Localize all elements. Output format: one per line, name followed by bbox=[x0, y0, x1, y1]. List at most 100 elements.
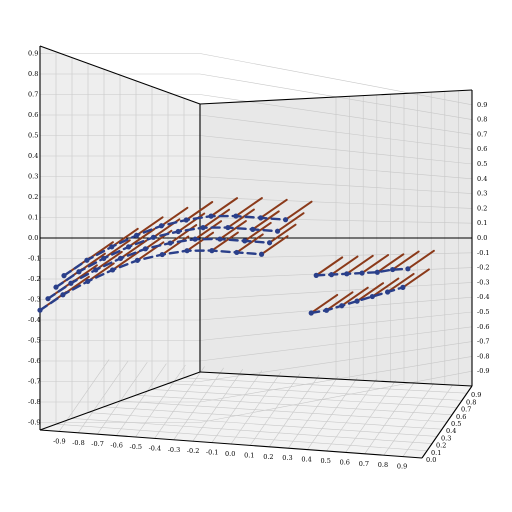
z-tick-label-right: -0.5 bbox=[477, 308, 490, 316]
curve-point bbox=[158, 223, 165, 229]
curve-point bbox=[400, 284, 406, 290]
quiver-arrow bbox=[210, 197, 239, 218]
quiver-arrow bbox=[276, 212, 305, 233]
curve-point bbox=[354, 298, 360, 304]
quiver-arrow bbox=[160, 206, 189, 227]
curve-point bbox=[323, 307, 330, 313]
quiver-arrow bbox=[371, 277, 400, 298]
x-tick-label: -0.9 bbox=[53, 437, 66, 445]
quiver-arrow bbox=[161, 235, 190, 256]
quiver-arrow bbox=[111, 250, 140, 271]
x-tick-label: 0.1 bbox=[244, 451, 254, 459]
floor-right-y-edge bbox=[421, 385, 473, 459]
quiver-arrow bbox=[169, 224, 198, 245]
y-grid-floor bbox=[119, 400, 448, 423]
quiver-arrow bbox=[235, 233, 264, 254]
curve-point bbox=[328, 272, 335, 278]
z-tick-label-left: -0.4 bbox=[28, 316, 41, 324]
z-tick-label-left: 0.3 bbox=[28, 173, 38, 181]
curve-point bbox=[61, 273, 67, 279]
floor-front-x-edge bbox=[39, 429, 423, 459]
z-tick-label-left: -0.1 bbox=[28, 255, 41, 263]
y-tick-label: 0.6 bbox=[456, 413, 466, 421]
x-grid-floor bbox=[364, 381, 415, 454]
curve-point bbox=[390, 266, 396, 273]
curve-point bbox=[175, 228, 181, 235]
curve-point bbox=[339, 303, 345, 309]
curve-point bbox=[150, 234, 157, 240]
curve-point bbox=[125, 244, 132, 250]
curve-point bbox=[101, 255, 107, 261]
x-grid-floor bbox=[58, 359, 110, 432]
quiver-arrow bbox=[340, 286, 369, 307]
z-tick-label-left: 0.9 bbox=[28, 50, 38, 58]
curve-point bbox=[85, 278, 91, 284]
quiver-arrow bbox=[310, 293, 339, 314]
curve-point bbox=[385, 289, 391, 295]
curve-2 bbox=[54, 226, 279, 289]
x-tick-label: -0.8 bbox=[72, 439, 85, 447]
z-tick-label-left: 0.6 bbox=[28, 111, 38, 119]
z-tick-label-left: 0.0 bbox=[28, 234, 38, 242]
quiver-arrow bbox=[376, 253, 405, 274]
y-grid-floor bbox=[87, 412, 438, 437]
curve-point bbox=[369, 293, 375, 300]
quiver-arrow bbox=[401, 268, 430, 289]
y-grid-floor bbox=[55, 423, 428, 452]
x-tick-label: -0.2 bbox=[187, 447, 200, 455]
floor-back-left-edge bbox=[39, 371, 201, 431]
floor-pane bbox=[40, 372, 472, 458]
quiver-arrow bbox=[234, 197, 263, 218]
quiver-arrow bbox=[127, 227, 156, 248]
z-tick-label-left: 0.8 bbox=[28, 70, 38, 78]
z-tick-label-right: 0.2 bbox=[477, 204, 487, 212]
x-grid-floor bbox=[249, 373, 301, 446]
z-tick-label-right: 0.0 bbox=[477, 234, 487, 242]
z-tick-label-right: -0.9 bbox=[477, 367, 490, 375]
curve-point bbox=[242, 238, 248, 244]
z-tick-label-left: -0.6 bbox=[28, 357, 41, 365]
quiver-arrow bbox=[94, 250, 123, 271]
curve-point bbox=[192, 236, 198, 242]
curve-point bbox=[159, 251, 165, 258]
quiver-arrow bbox=[260, 235, 289, 256]
y-tick-label: 0.2 bbox=[436, 442, 446, 450]
z-tick-label-left: -0.2 bbox=[28, 275, 41, 283]
x-grid-floor bbox=[192, 369, 244, 442]
quiver-arrow bbox=[226, 208, 255, 229]
curve-point bbox=[234, 249, 240, 256]
curve-point bbox=[374, 269, 380, 275]
curve-point bbox=[76, 269, 82, 275]
y-tick-label: 0.9 bbox=[471, 391, 481, 399]
quiver-arrow bbox=[119, 239, 148, 260]
curve-point bbox=[93, 267, 99, 273]
x-tick-label: -0.6 bbox=[110, 442, 123, 450]
y-tick-label: 0.1 bbox=[431, 449, 441, 457]
x-grid-floor bbox=[97, 362, 148, 435]
axis-edges bbox=[39, 45, 473, 459]
quiver-arrow bbox=[284, 200, 313, 221]
y-grid-floor bbox=[167, 383, 463, 401]
curve-point bbox=[109, 267, 116, 273]
x-grid-floor bbox=[268, 374, 320, 447]
curve-point bbox=[225, 224, 231, 231]
curve-point bbox=[313, 272, 319, 278]
x-tick-label: 0.4 bbox=[301, 456, 311, 464]
curve-point bbox=[109, 244, 115, 250]
curve-point bbox=[282, 217, 289, 223]
z-tick-label-right: 0.1 bbox=[477, 219, 487, 227]
quiver-arrow bbox=[325, 291, 354, 312]
x-grid-floor bbox=[326, 378, 377, 452]
quiver-arrow bbox=[391, 250, 420, 271]
x-grid-floor bbox=[230, 371, 282, 445]
z-tick-label-right: 0.8 bbox=[477, 116, 487, 124]
curve-3 bbox=[62, 214, 287, 277]
quiver-arrow bbox=[386, 272, 415, 293]
tick-labels: 0.90.90.80.80.70.70.60.60.50.50.40.40.30… bbox=[28, 50, 490, 471]
floor-back-right-edge bbox=[199, 371, 473, 387]
curve-0 bbox=[38, 249, 263, 312]
curve-point bbox=[134, 257, 141, 263]
curve-1 bbox=[46, 237, 271, 300]
